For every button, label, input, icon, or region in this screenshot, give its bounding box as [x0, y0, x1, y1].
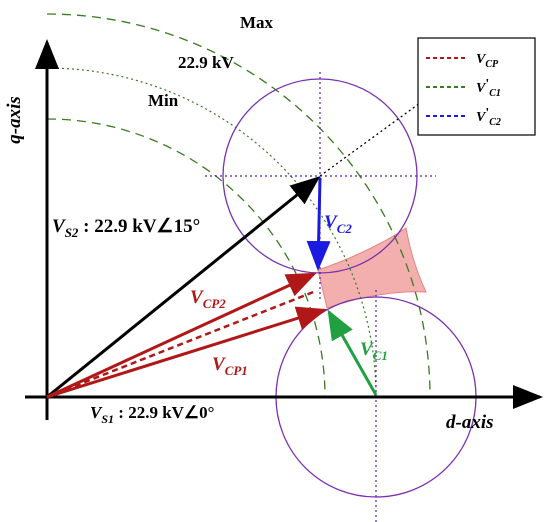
legend-vc2: V'C2 [476, 106, 501, 128]
min-label: Min [148, 91, 179, 110]
max-label: Max [240, 13, 274, 32]
vc2-label: VC2 [324, 212, 352, 236]
vc1-label: VC1 [360, 339, 388, 363]
vcp1-label: VCP1 [212, 354, 248, 378]
legend-vc1: V'C1 [476, 77, 501, 99]
vs1-label: VS1 : 22.9 kV∠0° [90, 403, 214, 426]
q-axis-label: q-axis [4, 96, 25, 144]
legend-vcp: VCP [476, 52, 499, 70]
shapes [25, 13, 543, 522]
nominal-label: 22.9 kV [178, 53, 234, 72]
vs2-label: VS2 : 22.9 kV∠15° [52, 216, 200, 240]
vcp2-label: VCP2 [190, 287, 226, 311]
d-axis-label: d-axis [446, 412, 494, 433]
labels: q-axis d-axis Max 22.9 kV Min VCP V'C1 V… [4, 13, 501, 433]
